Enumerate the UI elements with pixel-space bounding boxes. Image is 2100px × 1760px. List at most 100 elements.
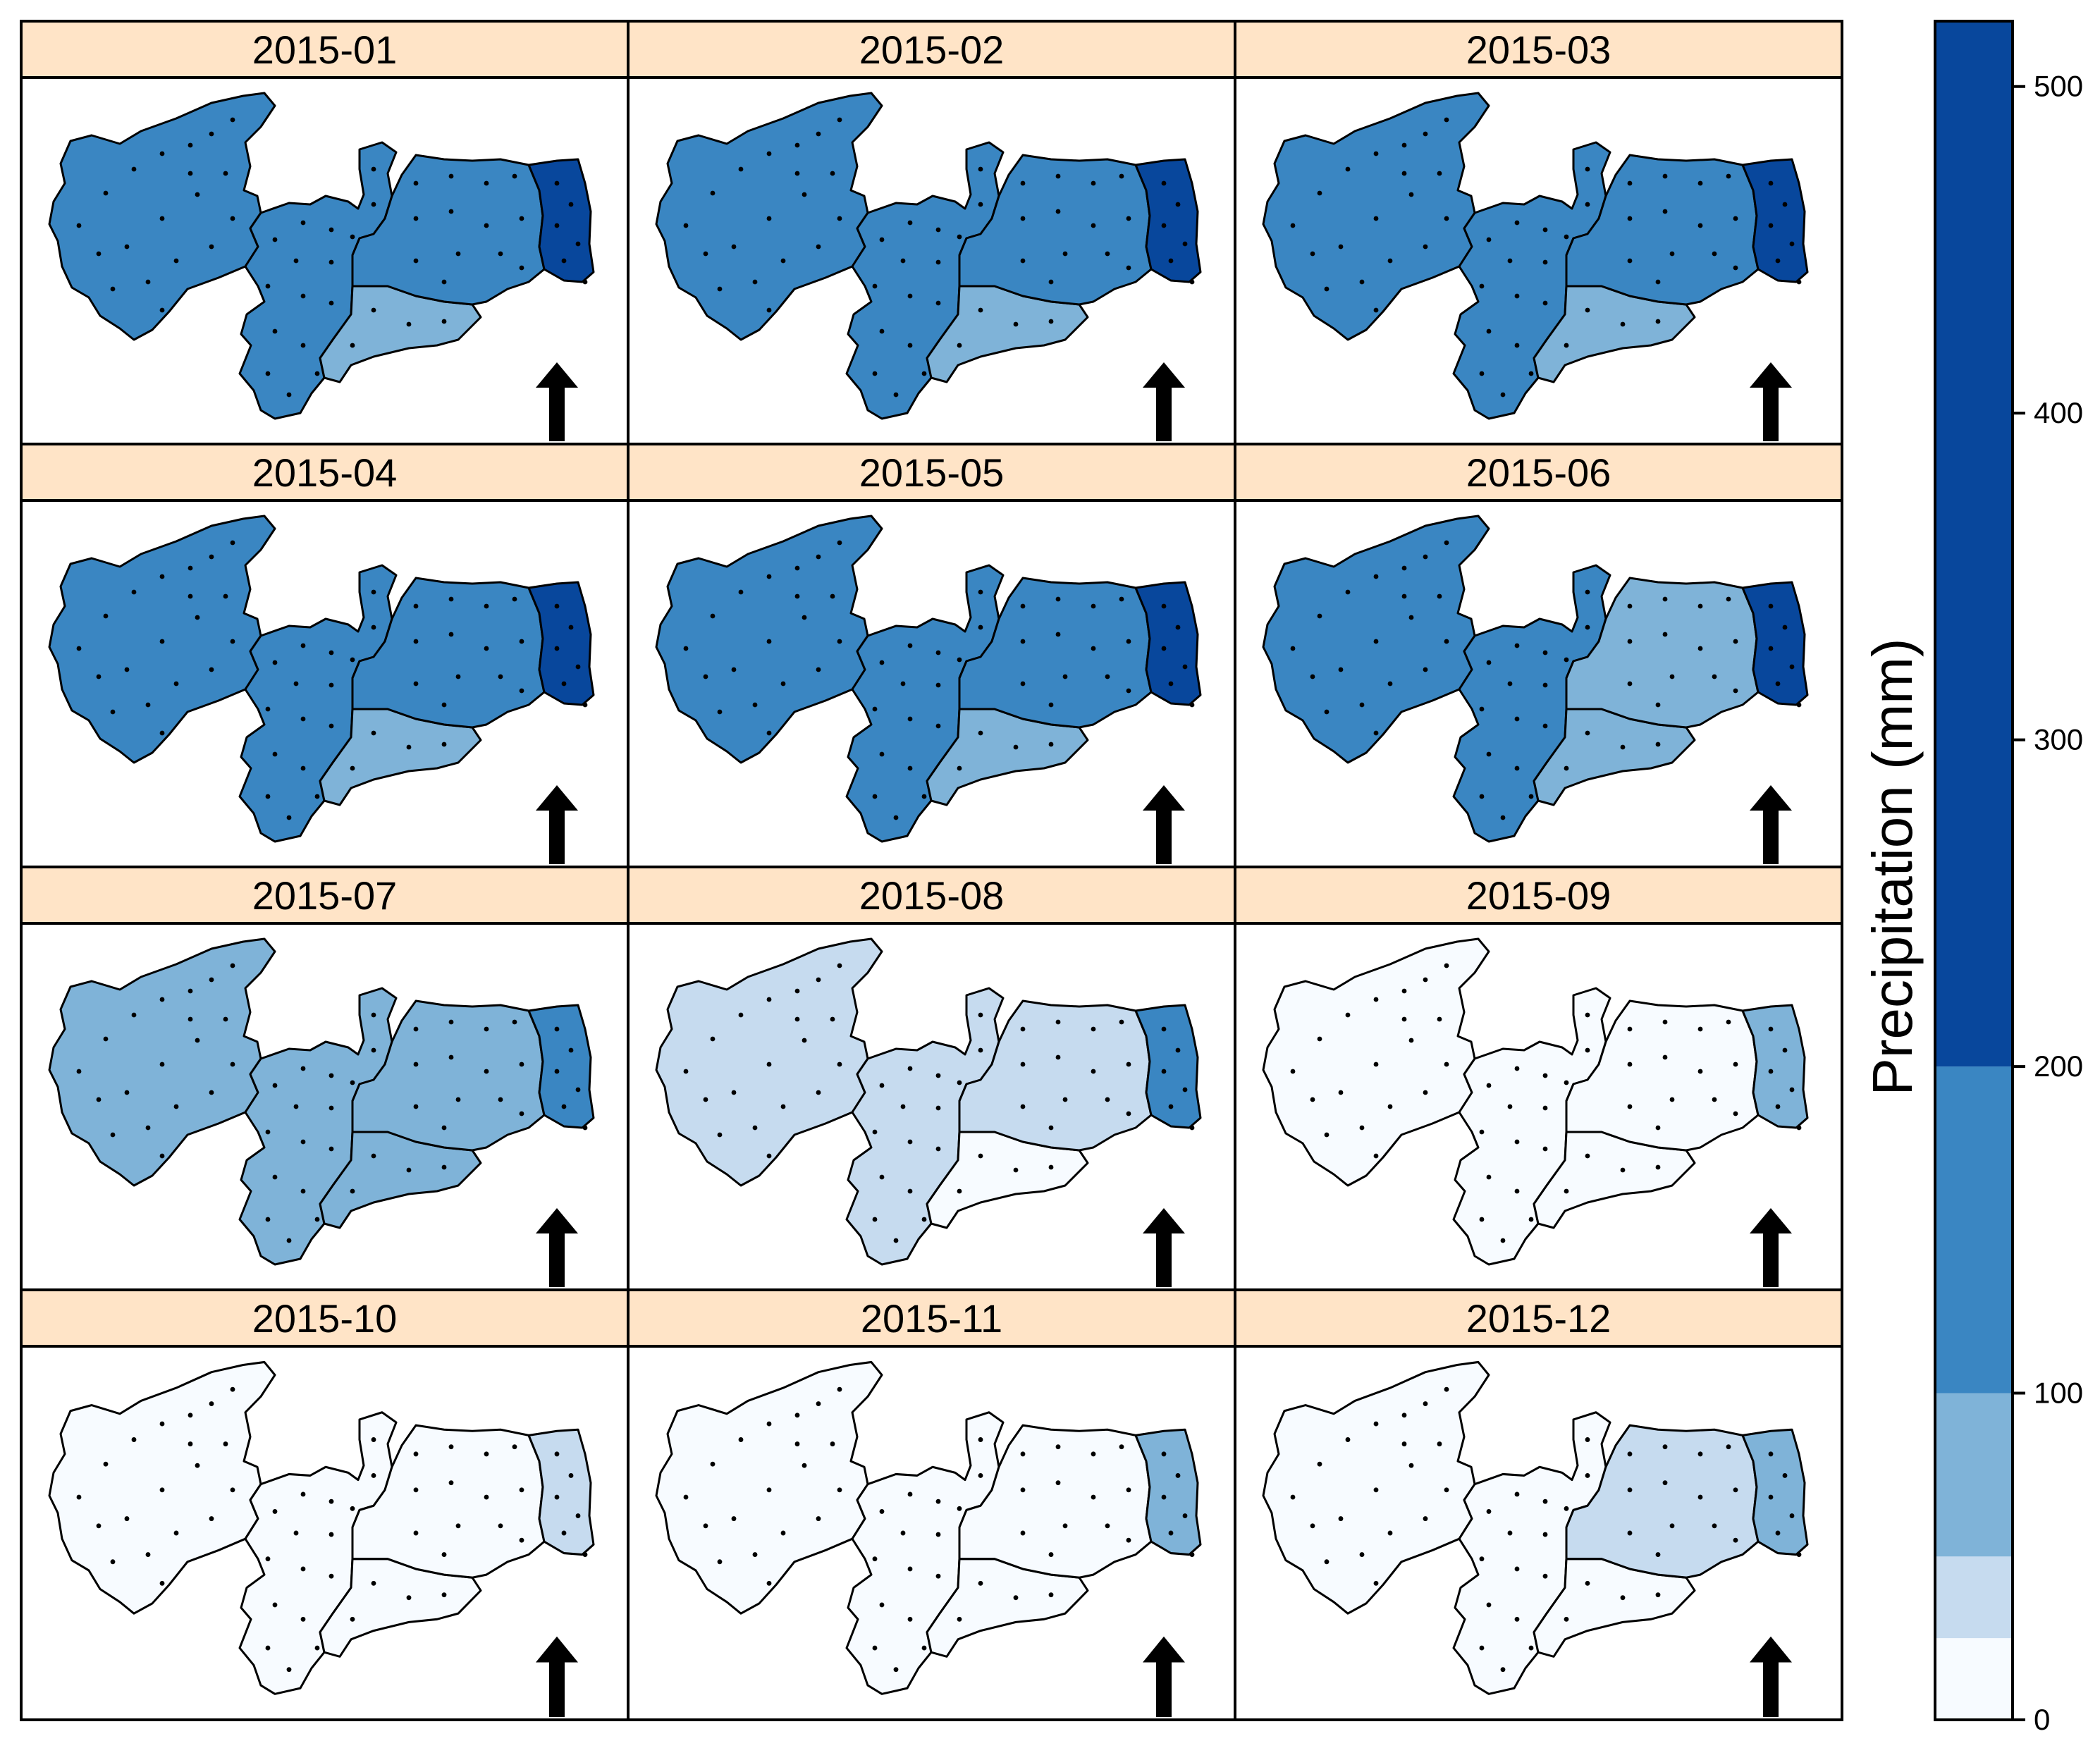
legend-title: Precipitation (mm) (1861, 638, 1924, 1095)
station-point (1542, 1499, 1548, 1504)
panel-title: 2015-08 (859, 873, 1005, 918)
north-arrow-shaft (549, 1659, 565, 1717)
north-arrow-head (536, 785, 578, 811)
station-point (159, 216, 165, 221)
panel-strip (1234, 20, 1843, 79)
station-point (1401, 1413, 1407, 1418)
station-point (328, 1499, 334, 1504)
station-point (1091, 1451, 1096, 1457)
station-point (1479, 1556, 1485, 1562)
mesoregion (351, 1424, 546, 1579)
station-point (1161, 180, 1167, 186)
station-point (498, 674, 503, 679)
station-point (568, 202, 574, 207)
station-point (1359, 702, 1365, 708)
station-point (1048, 741, 1054, 747)
station-point (568, 1047, 574, 1053)
station-point (209, 977, 214, 983)
north-arrow-icon (1750, 1208, 1792, 1287)
station-point (1507, 1530, 1513, 1536)
station-point (350, 1616, 355, 1622)
station-point (173, 681, 179, 687)
station-point (752, 1552, 758, 1558)
station-point (1585, 624, 1590, 630)
mesoregion (527, 1428, 595, 1556)
station-point (872, 1556, 878, 1562)
station-point (1620, 744, 1626, 750)
station-point (300, 716, 306, 722)
station-point (1585, 589, 1590, 595)
station-point (1514, 1139, 1520, 1145)
station-point (1310, 1523, 1315, 1529)
station-point (1161, 1069, 1167, 1074)
station-point (1168, 1104, 1174, 1109)
station-point (1020, 1104, 1026, 1109)
station-point (519, 1537, 524, 1543)
station-point (1662, 1444, 1668, 1450)
station-point (978, 1472, 983, 1478)
station-point (1564, 1506, 1569, 1511)
mesoregion (1134, 1428, 1202, 1556)
station-point (1324, 1559, 1330, 1565)
station-point (300, 1616, 306, 1622)
station-point (1161, 223, 1167, 228)
station-point (1373, 307, 1379, 313)
station-point (710, 1461, 716, 1467)
station-point (1585, 1472, 1590, 1478)
station-point (173, 1104, 179, 1109)
station-point (1585, 1437, 1590, 1442)
region-map (48, 515, 595, 864)
station-point (1479, 283, 1485, 289)
station-point (350, 234, 355, 240)
station-point (328, 1573, 334, 1579)
station-point (1324, 1132, 1330, 1138)
station-point (1479, 1645, 1485, 1651)
station-point (1020, 1487, 1026, 1493)
station-point (371, 1153, 376, 1159)
station-point (1697, 223, 1703, 228)
station-point (350, 1506, 355, 1511)
station-point (1768, 646, 1774, 651)
station-point (957, 343, 962, 348)
station-point (1020, 1061, 1026, 1067)
station-point (145, 279, 151, 285)
region-map (655, 1360, 1202, 1717)
station-point (554, 646, 560, 651)
station-point (188, 565, 193, 571)
station-point (413, 639, 419, 644)
station-point (188, 171, 193, 176)
station-point (272, 1508, 278, 1514)
station-point (1585, 1047, 1590, 1053)
station-point (837, 1061, 842, 1067)
panel-strip (627, 866, 1236, 925)
station-point (512, 1019, 517, 1025)
station-point (872, 283, 878, 289)
station-point (879, 751, 885, 757)
station-point (1655, 1164, 1661, 1170)
station-point (907, 343, 913, 348)
station-point (272, 751, 278, 757)
station-point (554, 180, 560, 186)
station-point (76, 223, 82, 228)
station-point (921, 371, 927, 376)
station-point (1444, 963, 1449, 968)
station-point (455, 1523, 461, 1529)
region-map (655, 92, 1202, 441)
region-map (48, 1360, 595, 1717)
station-point (1627, 258, 1633, 264)
station-point (879, 1174, 885, 1180)
station-point (1620, 1595, 1626, 1601)
station-point (738, 166, 744, 172)
station-point (780, 681, 786, 687)
station-point (159, 1421, 165, 1427)
station-point (265, 794, 271, 799)
station-point (1048, 1592, 1054, 1598)
station-point (1401, 1016, 1407, 1022)
station-point (173, 258, 179, 264)
station-point (900, 1530, 906, 1536)
station-point (484, 1026, 489, 1032)
mesoregion (527, 158, 595, 283)
station-point (1768, 1069, 1774, 1074)
panel-strip (20, 866, 630, 925)
station-point (1161, 603, 1167, 609)
